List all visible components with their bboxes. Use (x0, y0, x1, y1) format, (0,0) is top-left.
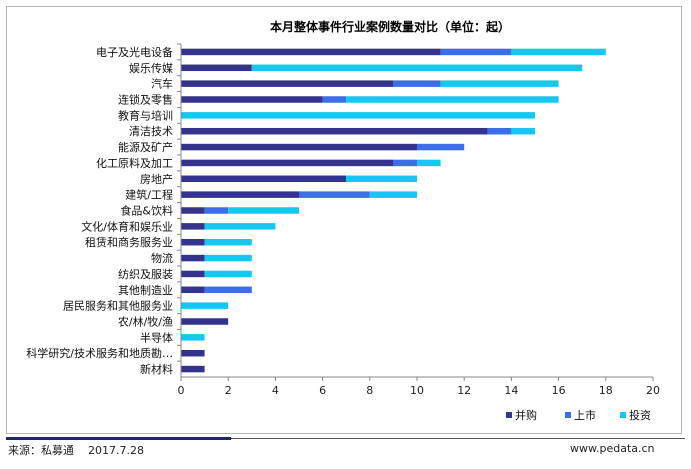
bar-investment (369, 191, 417, 198)
bar-merger (181, 96, 323, 103)
bar-investment (204, 238, 252, 246)
bar-merger (181, 159, 394, 167)
x-tick-label: 14 (504, 384, 518, 397)
x-tick-label: 20 (646, 384, 660, 397)
category-label: 新材料 (140, 362, 173, 376)
bar-ipo (299, 191, 370, 198)
x-tick-label: 12 (457, 384, 471, 397)
bar-merger (181, 191, 299, 198)
bar-investment (228, 207, 299, 214)
legend-label: 投资 (629, 408, 651, 422)
bar-investment (346, 175, 417, 183)
bar-ipo (393, 80, 441, 87)
bar-investment (204, 270, 252, 278)
category-label: 科学研究/技术服务和地质勘… (26, 346, 173, 360)
legend-label: 上市 (574, 408, 596, 422)
legend-swatch (565, 412, 571, 418)
x-tick-label: 6 (319, 384, 326, 397)
legend-label: 并购 (515, 408, 537, 422)
category-label: 能源及矿产 (118, 140, 173, 154)
category-label: 租赁和商务服务业 (85, 235, 173, 249)
bar-merger (181, 238, 205, 246)
x-tick-label: 0 (178, 384, 185, 397)
bar-ipo (204, 286, 252, 294)
bar-merger (181, 48, 441, 56)
source-text: 来源：私募通 2017.7.28 (8, 444, 144, 457)
bar-merger (181, 127, 488, 135)
bar-investment (346, 96, 559, 103)
bar-investment (251, 64, 583, 72)
bar-merger (181, 349, 205, 357)
category-label: 纺织及服装 (118, 267, 173, 281)
footer-accent-line (6, 437, 231, 440)
category-label: 清洁技术 (129, 125, 173, 138)
category-label: 物流 (151, 251, 173, 265)
x-tick-label: 2 (225, 384, 232, 397)
category-label: 农/林/牧/渔 (118, 315, 173, 329)
bar-ipo (204, 207, 229, 214)
bar-ipo (440, 48, 512, 56)
bar-merger (181, 270, 205, 278)
category-label: 建筑/工程 (125, 188, 173, 202)
bar-investment (511, 48, 606, 56)
category-label: 化工原料及加工 (96, 156, 173, 170)
x-tick-label: 18 (599, 384, 613, 397)
bar-ipo (393, 159, 417, 167)
bar-merger (181, 175, 347, 183)
x-tick-label: 16 (552, 384, 566, 397)
bar-investment (181, 112, 535, 119)
bar-ipo (417, 143, 465, 151)
bar-investment (204, 223, 276, 230)
bar-merger (181, 143, 417, 151)
chart-title: 本月整体事件行业案例数量对比（单位：起） (270, 19, 510, 34)
category-label: 食品&饮料 (120, 204, 173, 218)
category-label: 电子及光电设备 (96, 45, 173, 59)
website-text: www.pedata.cn (570, 442, 655, 455)
bar-ipo (322, 96, 347, 103)
bar-merger (181, 286, 205, 294)
bar-investment (181, 334, 205, 341)
category-label: 娱乐传媒 (129, 61, 173, 75)
legend-swatch (506, 412, 512, 418)
bar-merger (181, 207, 205, 214)
category-label: 汽车 (151, 77, 173, 91)
category-label: 连锁及零售 (118, 93, 173, 107)
legend-swatch (620, 412, 626, 418)
bar-investment (440, 80, 559, 87)
chart-frame (6, 6, 682, 434)
bar-investment (181, 302, 229, 309)
category-label: 居民服务和其他服务业 (63, 300, 173, 313)
category-label: 其他制造业 (118, 283, 173, 297)
category-label: 房地产 (140, 172, 173, 186)
bar-ipo (487, 127, 512, 135)
bar-investment (204, 254, 252, 262)
category-label: 半导体 (140, 330, 173, 344)
bar-investment (417, 159, 441, 167)
category-label: 文化/体育和娱乐业 (81, 219, 173, 233)
x-tick-label: 10 (410, 384, 424, 397)
bar-investment (511, 127, 535, 135)
bar-merger (181, 80, 394, 87)
bar-merger (181, 365, 205, 373)
x-tick-label: 8 (366, 384, 373, 397)
x-tick-label: 4 (272, 384, 279, 397)
category-label: 教育与培训 (118, 108, 173, 122)
bar-merger (181, 223, 205, 230)
bar-merger (181, 254, 205, 262)
footer-divider (231, 438, 685, 439)
bar-merger (181, 318, 229, 325)
bar-merger (181, 64, 252, 72)
